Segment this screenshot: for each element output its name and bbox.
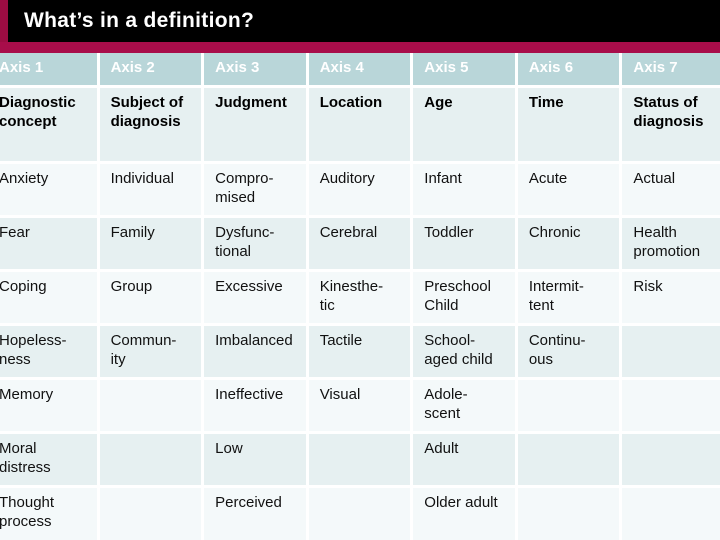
table-cell: Adole- scent (413, 380, 515, 431)
table-cell: Perceived (204, 488, 306, 540)
definition-axes-table: Axis 1 Axis 2 Axis 3 Axis 4 Axis 5 Axis … (0, 53, 720, 540)
table-cell: Tactile (308, 326, 411, 377)
table-cell (99, 488, 202, 540)
table-cell: Cerebral (308, 218, 411, 269)
table-cell (308, 434, 411, 485)
table-cell: Location (308, 88, 411, 161)
table-cell: Continu- ous (517, 326, 620, 377)
table-cell (622, 434, 720, 485)
table-cell: Memory (0, 380, 97, 431)
table-cell: Low (204, 434, 306, 485)
table-cell (517, 380, 620, 431)
table-cell (517, 434, 620, 485)
column-header-axis-1: Axis 1 (0, 53, 97, 85)
table-cell: Imbalanced (204, 326, 306, 377)
table-cell: Compro- mised (204, 164, 306, 215)
table-cell: Acute (517, 164, 620, 215)
table-cell: Fear (0, 218, 97, 269)
table-cell: School- aged child (413, 326, 515, 377)
table-cell: Judgment (204, 88, 306, 161)
table-cell: Adult (413, 434, 515, 485)
table-cell: Individual (99, 164, 202, 215)
table-cell: Anxiety (0, 164, 97, 215)
table-cell (517, 488, 620, 540)
table-cell: Actual (622, 164, 720, 215)
column-header-axis-6: Axis 6 (517, 53, 620, 85)
table-cell: Intermit- tent (517, 272, 620, 323)
table-cell: Diagnostic concept (0, 88, 97, 161)
table-cell: Infant (413, 164, 515, 215)
table-cell: Preschool Child (413, 272, 515, 323)
table-cell: Age (413, 88, 515, 161)
table-cell: Thought process (0, 488, 97, 540)
table-cell: Health promotion (622, 218, 720, 269)
table-cell: Coping (0, 272, 97, 323)
table-cell: Time (517, 88, 620, 161)
table-cell (99, 434, 202, 485)
page-title: What’s in a definition? (24, 9, 255, 32)
table-cell: Chronic (517, 218, 620, 269)
title-bar: What’s in a definition? (0, 0, 720, 42)
table-cell (622, 488, 720, 540)
column-header-axis-3: Axis 3 (204, 53, 306, 85)
column-header-axis-4: Axis 4 (308, 53, 411, 85)
table-cell: Hopeless- ness (0, 326, 97, 377)
table-cell: Visual (308, 380, 411, 431)
table-cell: Kinesthe- tic (308, 272, 411, 323)
table-cell (622, 380, 720, 431)
table-cell: Group (99, 272, 202, 323)
column-header-axis-2: Axis 2 (99, 53, 202, 85)
table-cell (99, 380, 202, 431)
accent-bar-horizontal (0, 42, 720, 53)
table-cell: Commun- ity (99, 326, 202, 377)
accent-bar-left (0, 0, 8, 42)
table-cell: Subject of diagnosis (99, 88, 202, 161)
table-cell: Moral distress (0, 434, 97, 485)
table-cell: Ineffective (204, 380, 306, 431)
table-cell: Status of diagnosis (622, 88, 720, 161)
table-cell: Risk (622, 272, 720, 323)
column-header-axis-7: Axis 7 (622, 53, 720, 85)
table-cell (622, 326, 720, 377)
table-cell: Auditory (308, 164, 411, 215)
table-cell: Excessive (204, 272, 306, 323)
table-cell: Family (99, 218, 202, 269)
table-cell: Older adult (413, 488, 515, 540)
table-cell: Toddler (413, 218, 515, 269)
column-header-axis-5: Axis 5 (413, 53, 515, 85)
table-cell (308, 488, 411, 540)
table-cell: Dysfunc- tional (204, 218, 306, 269)
